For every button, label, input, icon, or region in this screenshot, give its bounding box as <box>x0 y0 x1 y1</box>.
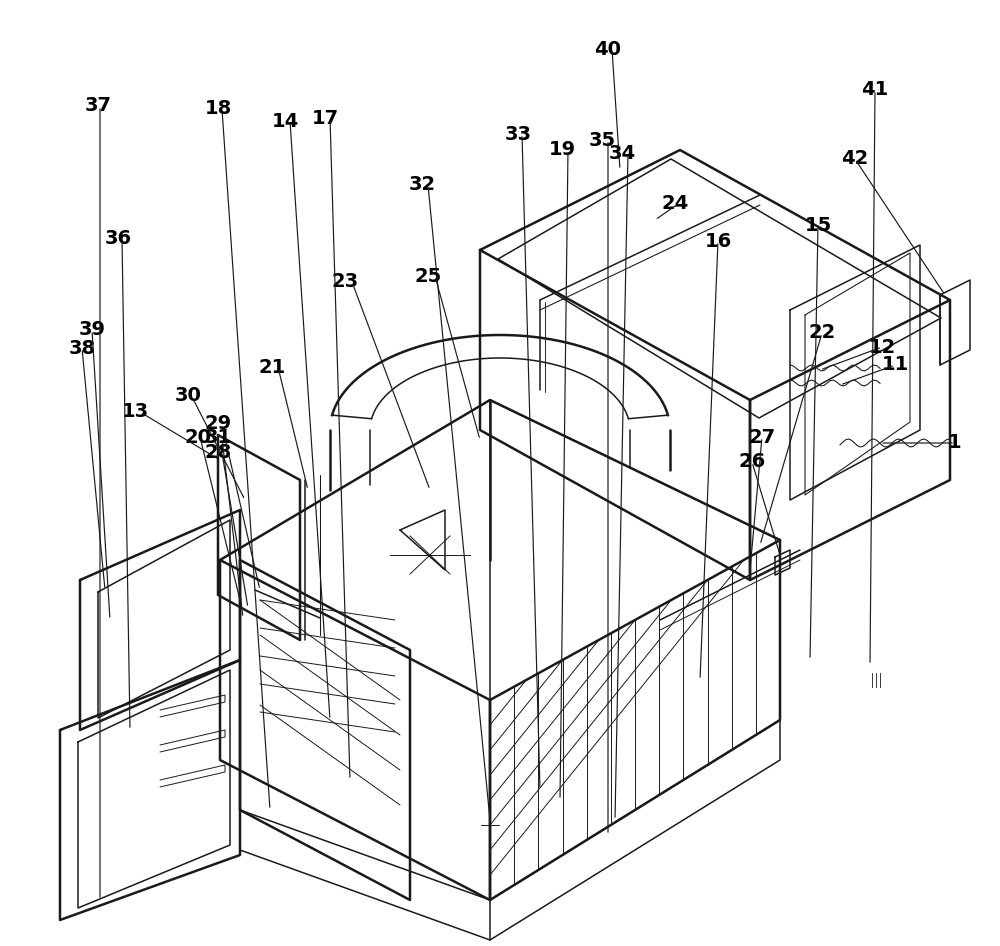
Text: 24: 24 <box>661 194 689 213</box>
Text: 15: 15 <box>804 216 832 235</box>
Text: 27: 27 <box>748 428 776 447</box>
Text: 37: 37 <box>84 96 112 115</box>
Text: 31: 31 <box>204 428 232 447</box>
Text: 35: 35 <box>588 131 616 149</box>
Text: 18: 18 <box>204 99 232 118</box>
Text: 12: 12 <box>868 338 896 357</box>
Text: 33: 33 <box>505 125 532 144</box>
Text: 39: 39 <box>78 320 106 339</box>
Text: 29: 29 <box>204 414 232 433</box>
Text: 28: 28 <box>204 443 232 462</box>
Text: 30: 30 <box>175 386 201 405</box>
Text: 20: 20 <box>184 428 212 447</box>
Text: 23: 23 <box>331 272 359 291</box>
Text: 11: 11 <box>881 355 909 374</box>
Text: 41: 41 <box>861 80 889 99</box>
Text: 40: 40 <box>594 40 622 59</box>
Text: 32: 32 <box>408 175 436 194</box>
Text: 17: 17 <box>311 109 339 128</box>
Text: 21: 21 <box>258 358 286 377</box>
Text: 14: 14 <box>271 112 299 131</box>
Text: 13: 13 <box>121 402 149 421</box>
Text: 38: 38 <box>68 339 96 358</box>
Text: 26: 26 <box>738 452 766 471</box>
Text: 36: 36 <box>104 229 132 248</box>
Text: 34: 34 <box>608 144 636 163</box>
Text: 19: 19 <box>548 140 576 159</box>
Text: 1: 1 <box>948 433 962 452</box>
Text: 16: 16 <box>704 232 732 251</box>
Text: 25: 25 <box>414 267 442 286</box>
Text: 42: 42 <box>841 149 869 168</box>
Text: 22: 22 <box>808 324 836 342</box>
